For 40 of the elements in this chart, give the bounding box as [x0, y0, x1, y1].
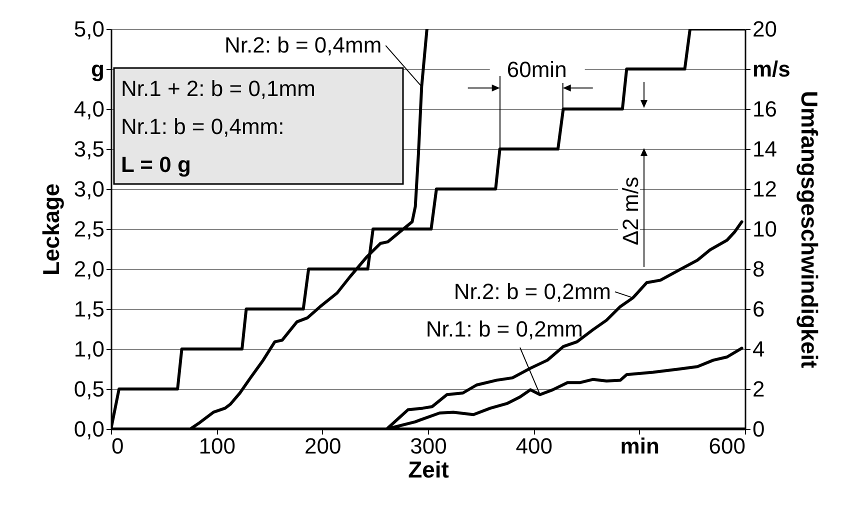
x-tick-label: 100	[198, 434, 236, 458]
y2-tick-label: 6	[752, 296, 765, 322]
y2-tick-label: 10	[752, 216, 777, 242]
series-label: Nr.1: b = 0,2mm	[426, 316, 584, 342]
series-label: Nr.2: b = 0,4mm	[224, 32, 382, 58]
y-axis-title: Leckage	[38, 183, 64, 276]
y2-tick-label: 20	[752, 16, 777, 42]
y2-tick-label: m/s	[752, 56, 790, 82]
y-tick-label: 5,0	[74, 16, 104, 42]
y-tick-label: 0,0	[74, 416, 104, 442]
y2-tick-label: 4	[752, 336, 765, 362]
y-tick-label: 3,5	[74, 136, 104, 162]
y2-tick-label: 14	[752, 136, 777, 162]
y2-tick-label: 0	[752, 416, 765, 442]
y2-tick-label: 2	[752, 376, 765, 402]
y2-tick-label: 16	[752, 96, 777, 122]
y2-axis-title: Umfangsgeschwindigkeit	[796, 90, 822, 368]
x-tick-label: 400	[516, 434, 553, 458]
y2-tick-label: 8	[752, 256, 765, 282]
legend-label: Nr.2: b = 0,2mm	[454, 278, 611, 304]
x-tick-label: 300	[410, 434, 447, 458]
y-tick-label: 0,5	[74, 376, 104, 402]
y-tick-label: 2,5	[74, 216, 104, 242]
y-tick-label: g	[91, 56, 104, 82]
annotation: Δ2 m/s	[618, 176, 643, 246]
annotation: Nr.1: b = 0,4mm:	[121, 114, 284, 139]
annotation: L = 0 g	[121, 152, 191, 177]
x-axis-title: Zeit	[408, 456, 450, 482]
x-tick-label: 200	[304, 434, 342, 458]
x-tick-label: 600	[708, 434, 746, 458]
annotation: 60min	[506, 57, 567, 82]
y-tick-label: 1,5	[74, 296, 104, 322]
x-tick-label: min	[620, 434, 660, 458]
y-tick-label: 4,0	[74, 96, 104, 122]
y-tick-label: 1,0	[74, 336, 104, 362]
y-tick-label: 3,0	[74, 176, 104, 202]
x-tick-label: 0	[112, 434, 124, 458]
annotation: Nr.1 + 2: b = 0,1mm	[121, 76, 316, 101]
y2-tick-label: 12	[752, 176, 777, 202]
y-tick-label: 2,0	[74, 256, 104, 282]
